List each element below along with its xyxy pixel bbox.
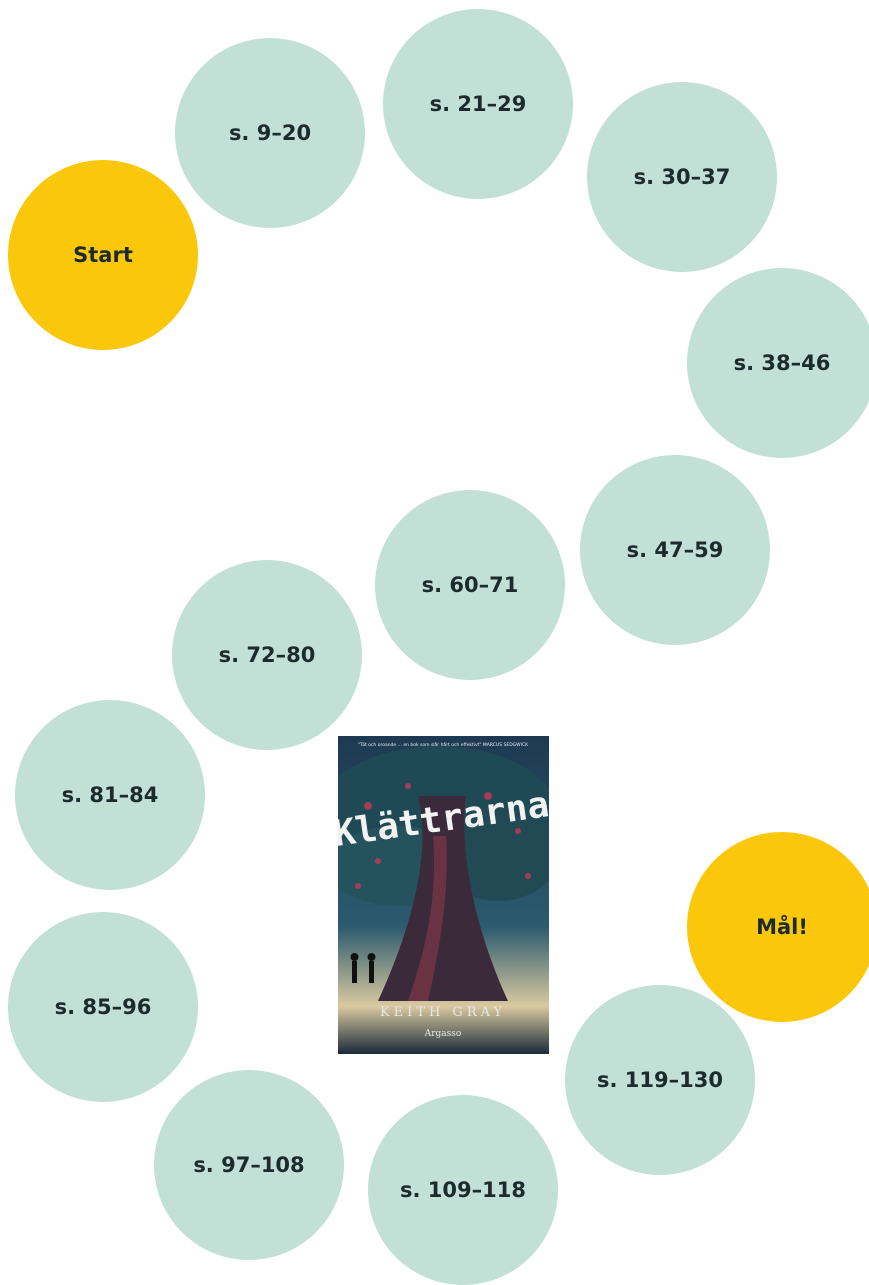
step-circle[interactable]: s. 30–37 [587,82,777,272]
step-label: s. 119–130 [597,1068,723,1092]
step-label: s. 30–37 [634,165,731,189]
start-circle[interactable]: Start [8,160,198,350]
step-circle[interactable]: s. 60–71 [375,490,565,680]
step-label: s. 97–108 [193,1153,304,1177]
step-circle[interactable]: s. 85–96 [8,912,198,1102]
figure [351,953,359,961]
step-circle[interactable]: s. 109–118 [368,1095,558,1285]
start-label: Start [73,243,133,267]
step-label: s. 21–29 [430,92,527,116]
page: {"path": { "start": "Start", "steps": ["… [0,0,869,1283]
goal-circle[interactable]: Mål! [687,832,869,1022]
step-label: s. 38–46 [734,351,831,375]
step-circle[interactable]: s. 97–108 [154,1070,344,1260]
cover-author: KEITH GRAY [380,1005,506,1020]
goal-label: Mål! [756,915,808,939]
cover-quote: "Tät och oroande ... en bok som slår hår… [358,741,529,748]
step-label: s. 85–96 [55,995,152,1019]
step-circle[interactable]: s. 38–46 [687,268,869,458]
step-circle[interactable]: s. 21–29 [383,9,573,199]
book-cover: "Tät och oroande ... en bok som slår hår… [338,736,549,1054]
step-circle[interactable]: s. 119–130 [565,985,755,1175]
figure [368,953,376,961]
step-label: s. 81–84 [62,783,159,807]
step-circle[interactable]: s. 47–59 [580,455,770,645]
step-label: s. 9–20 [229,121,311,145]
cover-publisher: Argasso [424,1029,462,1039]
step-label: s. 109–118 [400,1178,526,1202]
step-label: s. 72–80 [219,643,316,667]
step-label: s. 47–59 [627,538,724,562]
step-label: s. 60–71 [422,573,519,597]
step-circle[interactable]: s. 72–80 [172,560,362,750]
step-circle[interactable]: s. 81–84 [15,700,205,890]
figure [352,961,357,983]
figure [369,961,374,983]
step-circle[interactable]: s. 9–20 [175,38,365,228]
page-body: Start s. 9–20 s. 21–29 s. 30–37 s. 38–46… [0,0,869,1283]
